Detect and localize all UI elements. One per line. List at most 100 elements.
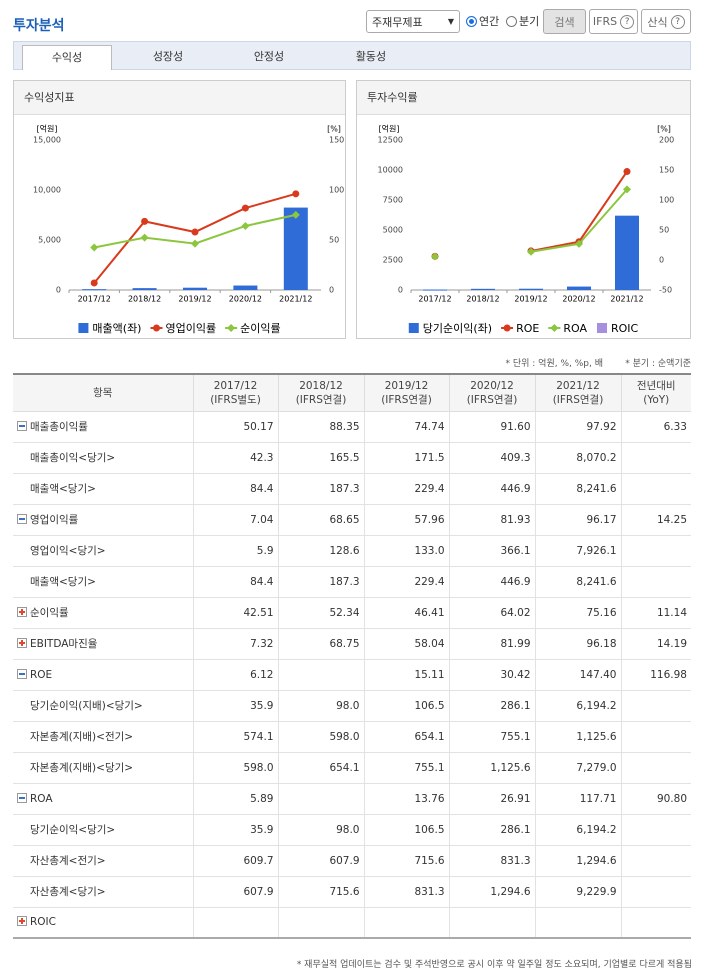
line-point xyxy=(141,217,149,225)
tick-label: 10000 xyxy=(378,166,403,175)
tick-label: 15,000 xyxy=(33,136,61,145)
cell: 91.60 xyxy=(448,410,536,443)
cell: 8,241.6 xyxy=(534,565,622,598)
line-point xyxy=(575,239,583,248)
cell: 715.6 xyxy=(363,844,450,877)
legend-item: 순이익률 xyxy=(225,322,281,335)
table-row: ROA 5.89 13.76 26.91 117.71 90.80 xyxy=(13,782,691,815)
x-tick-label: 2018/12 xyxy=(128,295,161,304)
toggle-icon[interactable] xyxy=(17,916,27,927)
legend: 매출액(좌) 영업이익률 순이익률 xyxy=(78,322,281,335)
line-point xyxy=(241,204,249,212)
header-text: 2019/12 xyxy=(384,379,429,392)
row-label-text: ROA xyxy=(30,792,53,805)
cell: 7,926.1 xyxy=(534,534,622,567)
cell: 446.9 xyxy=(448,472,536,505)
legend-label: ROA xyxy=(563,322,587,335)
table-row: 영업이익률 7.04 68.65 57.96 81.93 96.17 14.25 xyxy=(13,503,691,536)
tick-label: 2500 xyxy=(383,256,403,265)
table-row: 순이익률 42.51 52.34 46.41 64.02 75.16 11.14 xyxy=(13,596,691,629)
cell: 13.76 xyxy=(363,782,450,815)
tab[interactable]: 안정성 xyxy=(253,50,285,63)
row-label: 매출액<당기> xyxy=(13,472,194,505)
tick-label: 100 xyxy=(329,186,344,195)
cell: 128.6 xyxy=(277,534,365,567)
formula-button[interactable]: 산식? xyxy=(641,9,691,34)
cell: 26.91 xyxy=(448,782,536,815)
toggle-icon[interactable] xyxy=(17,514,27,524)
row-label: 매출총이익<당기> xyxy=(13,441,194,474)
legend-swatch xyxy=(78,323,89,333)
cell xyxy=(620,720,691,753)
legend-item: ROA xyxy=(548,322,587,335)
cell: 654.1 xyxy=(277,751,365,784)
cell: 7.32 xyxy=(192,627,279,660)
row-label: 당기순이익(지배)<당기> xyxy=(13,689,194,722)
row-label-text: 당기순이익<당기> xyxy=(30,824,116,836)
row-label: 자산총계<전기> xyxy=(13,844,194,877)
unit-note: * 단위 : 억원, %, %p, 배 xyxy=(505,359,604,369)
toggle-icon[interactable] xyxy=(17,638,27,648)
cell: 6.33 xyxy=(620,410,691,443)
table-row: 자산총계<전기> 609.7 607.9 715.6 831.3 1,294.6 xyxy=(13,844,691,877)
header-text: 2017/12 xyxy=(213,379,258,392)
line-point xyxy=(291,210,300,219)
table-row: 당기순이익<당기> 35.9 98.0 106.5 286.1 6,194.2 xyxy=(13,813,691,846)
cell: 106.5 xyxy=(363,689,450,722)
cell: 90.80 xyxy=(620,782,691,815)
row-label-text: ROIC xyxy=(30,916,56,929)
x-tick-label: 2021/12 xyxy=(610,295,643,304)
cell: 654.1 xyxy=(363,720,450,753)
table-row: 자본총계(지배)<당기> 598.0 654.1 755.1 1,125.6 7,279.… xyxy=(13,751,691,784)
x-tick-label: 2019/12 xyxy=(514,295,547,304)
cell: 8,070.2 xyxy=(534,441,622,474)
search-button[interactable]: 검색 xyxy=(543,9,586,34)
row-label: ROIC xyxy=(13,906,194,939)
line-point xyxy=(623,168,631,176)
cell xyxy=(277,906,365,939)
line-point xyxy=(241,221,250,230)
line-point xyxy=(550,324,559,332)
line-point xyxy=(527,247,535,256)
cell xyxy=(277,782,365,815)
statement-select[interactable]: 주재무제표 ▼ xyxy=(366,10,460,33)
toggle-icon[interactable] xyxy=(17,607,27,617)
cell xyxy=(620,472,691,505)
cell: 755.1 xyxy=(363,751,450,784)
cell: 715.6 xyxy=(277,875,365,908)
toggle-icon[interactable] xyxy=(17,668,27,679)
header-text: 항목 xyxy=(93,386,113,399)
x-tick-label: 2019/12 xyxy=(178,295,211,304)
tick-label: 12500 xyxy=(378,136,403,145)
header-text: (IFRS별도) xyxy=(210,393,261,406)
cell: 1,125.6 xyxy=(448,751,536,784)
cell: 755.1 xyxy=(448,720,536,753)
cell: 6,194.2 xyxy=(534,813,622,846)
tab[interactable]: 수익성 xyxy=(22,45,112,70)
table-row: ROIC xyxy=(13,906,691,939)
table-row: 매출총이익률 50.17 88.35 74.74 91.60 97.92 6.33 xyxy=(13,410,691,443)
cell xyxy=(534,906,622,939)
row-label-text: 자본총계(지배)<당기> xyxy=(30,762,134,774)
toggle-icon[interactable] xyxy=(17,421,27,431)
ifrs-button[interactable]: IFRS? xyxy=(589,9,638,34)
row-label-text: 자산총계<당기> xyxy=(30,886,106,898)
tab[interactable]: 활동성 xyxy=(355,50,387,63)
toggle-icon[interactable] xyxy=(17,792,27,803)
row-label: ROE xyxy=(13,658,194,691)
row-label-text: 자본총계(지배)<전기> xyxy=(30,731,134,743)
cell: 598.0 xyxy=(192,751,279,784)
radio-quarter[interactable] xyxy=(506,16,517,27)
legend-label: 매출액(좌) xyxy=(92,322,141,335)
row-label: 순이익률 xyxy=(13,596,194,629)
cell xyxy=(277,658,365,691)
x-tick-label: 2020/12 xyxy=(229,295,262,304)
cell: 46.41 xyxy=(363,596,450,629)
cell: 5.9 xyxy=(192,534,279,567)
x-tick-label: 2021/12 xyxy=(279,295,312,304)
row-label-text: 매출총이익<당기> xyxy=(30,452,116,464)
radio-annual[interactable] xyxy=(466,16,477,27)
tab[interactable]: 성장성 xyxy=(152,50,184,63)
cell xyxy=(620,875,691,908)
